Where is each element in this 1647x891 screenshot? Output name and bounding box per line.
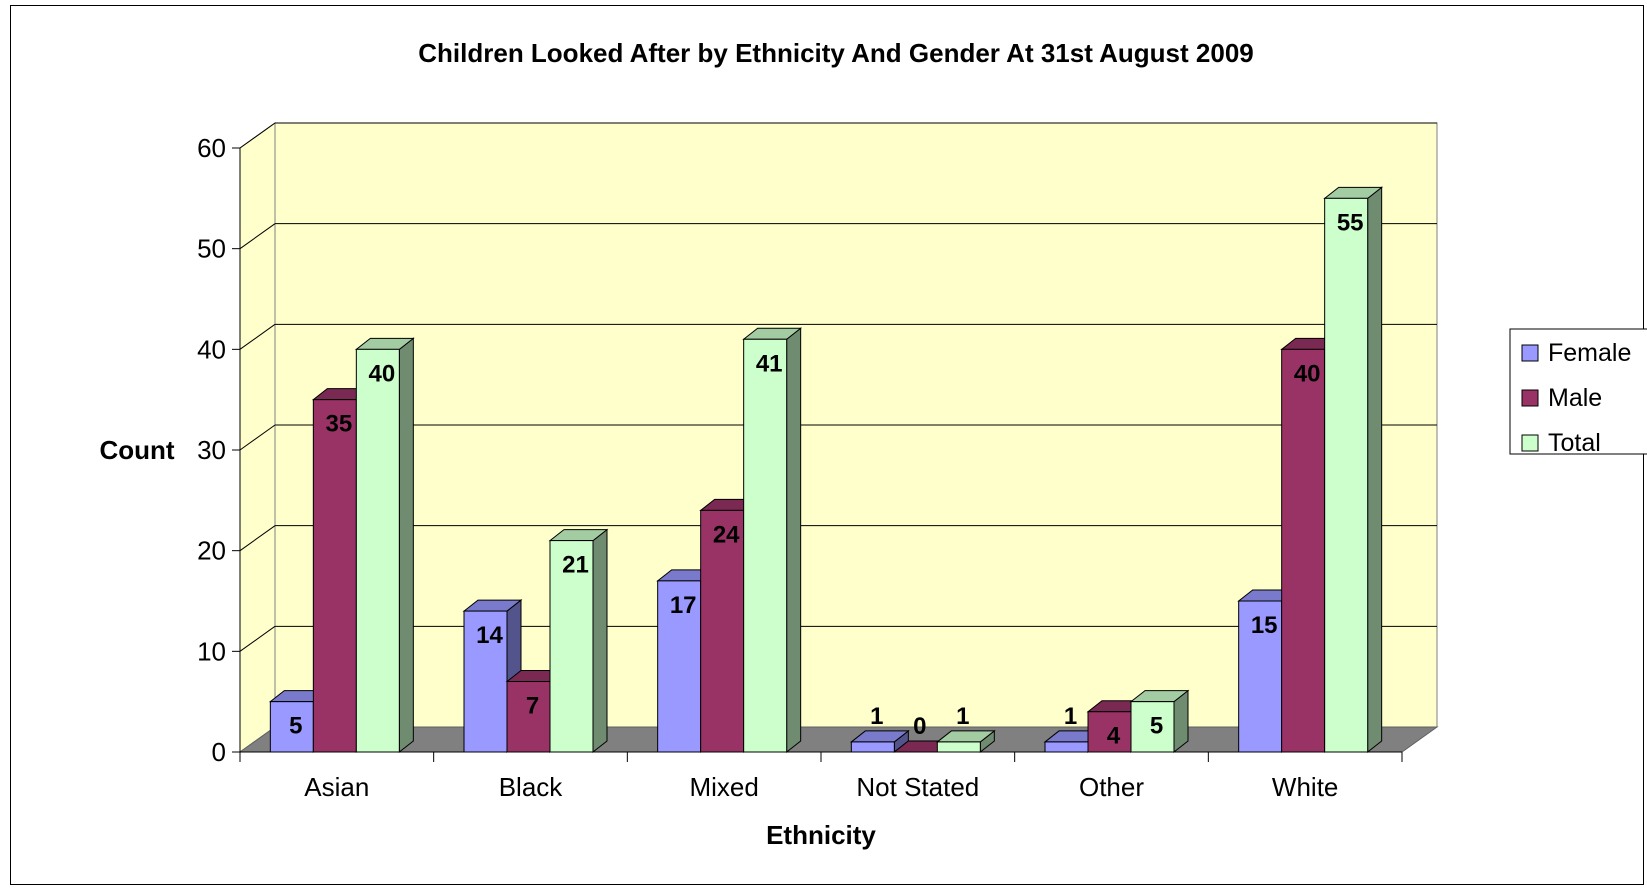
bar-front [506,681,551,753]
gridline-side [239,323,276,350]
bar [354,337,415,754]
x-axis-title: Ethnicity [766,820,876,850]
data-label: 24 [713,521,740,548]
data-label: 17 [670,592,697,619]
chart-title: Children Looked After by Ethnicity And G… [418,38,1254,68]
legend-entry: Total [1548,429,1601,457]
gridline-side [239,424,276,451]
data-label: 15 [1251,612,1278,639]
data-label: 7 [526,693,539,720]
y-tick-label: 60 [197,133,226,163]
bar [1323,186,1384,754]
bar [935,729,996,754]
data-label: 1 [956,703,969,730]
gridline-side [239,525,276,552]
bar-front [1087,711,1132,753]
bar-front [1130,701,1175,753]
x-tick-label: Mixed [689,772,758,802]
bar-front [1324,197,1369,753]
bar [849,729,910,754]
bar-side [786,327,802,754]
y-tick-label: 0 [212,737,226,767]
data-label: 1 [1064,703,1077,730]
bar-front [355,348,400,753]
bar-front [936,741,981,753]
data-label: 4 [1107,723,1121,750]
bar-front [850,741,895,753]
y-axis-title: Count [99,435,174,465]
x-tick-label: Black [499,772,564,802]
bar-front [269,701,314,753]
y-tick-label: 30 [197,435,226,465]
x-tick-label: Not Stated [856,772,979,802]
data-label: 40 [368,360,395,387]
bar [742,327,803,754]
x-tick-label: Other [1079,772,1144,802]
bar [1129,689,1190,754]
legend-entry: Male [1548,384,1602,412]
data-label: 55 [1337,209,1364,236]
legend-swatch [1521,434,1539,452]
x-tick-label: Asian [304,772,369,802]
bar-front [1238,600,1283,753]
bar-front [700,509,745,753]
legend: Female Male Total [1509,328,1647,457]
data-label: 1 [870,703,883,730]
data-label: 35 [325,411,352,438]
bar-side [592,528,608,754]
gridline-side [239,625,276,652]
data-label: 14 [476,622,503,649]
data-label: 41 [756,350,783,377]
bar-front [743,338,788,753]
y-tick-label: 40 [197,334,226,364]
data-label: 40 [1294,360,1321,387]
bar-front [657,580,702,753]
bar [548,528,609,754]
legend-swatch [1521,389,1539,407]
gridline-side [239,223,276,250]
bar-front [312,399,357,753]
data-label: 5 [289,713,302,740]
y-tick-label: 20 [197,536,226,566]
bar-side [1367,186,1383,754]
bar-front [549,540,594,753]
x-tick-label: White [1272,772,1338,802]
bars [268,186,1384,754]
data-label: 0 [913,713,926,740]
bar-front [1281,348,1326,753]
bar-front [1044,741,1089,753]
bar-front [463,610,508,753]
bar-side [398,337,414,754]
gridline-side [239,122,276,149]
data-label: 5 [1150,713,1163,740]
legend-entry: Female [1548,339,1631,367]
data-label: 21 [562,552,589,579]
y-tick-label: 10 [197,636,226,666]
y-tick-label: 50 [197,234,226,264]
legend-swatch [1521,344,1539,362]
